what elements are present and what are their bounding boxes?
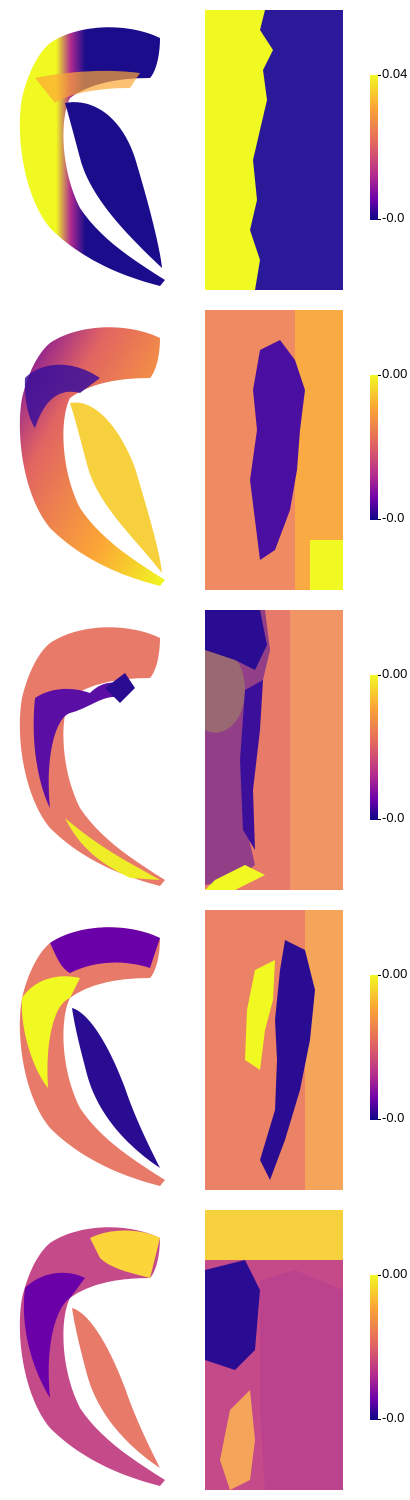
flat-map-5 xyxy=(205,1210,343,1490)
colorbar-max-label-2: 0.00 xyxy=(382,366,408,381)
colorbar-tick-min-2 xyxy=(378,519,381,520)
colorbar-max-label-3: 0.00 xyxy=(382,666,408,681)
panel-row-1: 0.04 -0.0 xyxy=(0,0,410,300)
panel-row-3: 0.00 -0.0 xyxy=(0,600,410,900)
surface-3d-view-1 xyxy=(19,27,166,287)
surface-3d-view-4 xyxy=(19,927,166,1186)
colorbar-3 xyxy=(370,675,378,820)
colorbar-5 xyxy=(370,1275,378,1420)
colorbar-tick-max-1 xyxy=(378,75,381,76)
colorbar-tick-min-1 xyxy=(378,219,381,220)
colorbar-max-label-4: 0.00 xyxy=(382,966,408,981)
colorbar-min-label-4: -0.0 xyxy=(382,1110,405,1125)
colorbar-2 xyxy=(370,375,378,520)
colorbar-tick-max-4 xyxy=(378,975,381,976)
colorbar-max-label-5: 0.00 xyxy=(382,1266,408,1281)
colorbar-min-label-3: -0.0 xyxy=(382,810,405,825)
colorbar-tick-min-3 xyxy=(378,819,381,820)
flat-map-1 xyxy=(205,10,343,290)
colorbar-min-label-2: -0.0 xyxy=(382,510,405,525)
colorbar-min-label-5: -0.0 xyxy=(382,1410,405,1425)
flat-map-2 xyxy=(205,310,343,590)
flat-map-3 xyxy=(205,610,343,890)
panel-row-4: 0.00 -0.0 xyxy=(0,900,410,1200)
panel-row-5: 0.00 -0.0 xyxy=(0,1200,410,1500)
colorbar-tick-max-5 xyxy=(378,1275,381,1276)
colorbar-1 xyxy=(370,75,378,220)
colorbar-tick-min-5 xyxy=(378,1419,381,1420)
surface-3d-view-3 xyxy=(19,627,166,886)
surface-3d-view-5 xyxy=(19,1227,166,1486)
colorbar-tick-max-3 xyxy=(378,675,381,676)
surface-3d-view-2 xyxy=(19,327,166,586)
colorbar-tick-max-2 xyxy=(378,375,381,376)
colorbar-tick-min-4 xyxy=(378,1119,381,1120)
flat-map-4 xyxy=(205,910,343,1190)
colorbar-4 xyxy=(370,975,378,1120)
colorbar-max-label-1: 0.04 xyxy=(382,66,408,81)
panel-row-2: 0.00 -0.0 xyxy=(0,300,410,600)
colorbar-min-label-1: -0.0 xyxy=(382,210,405,225)
